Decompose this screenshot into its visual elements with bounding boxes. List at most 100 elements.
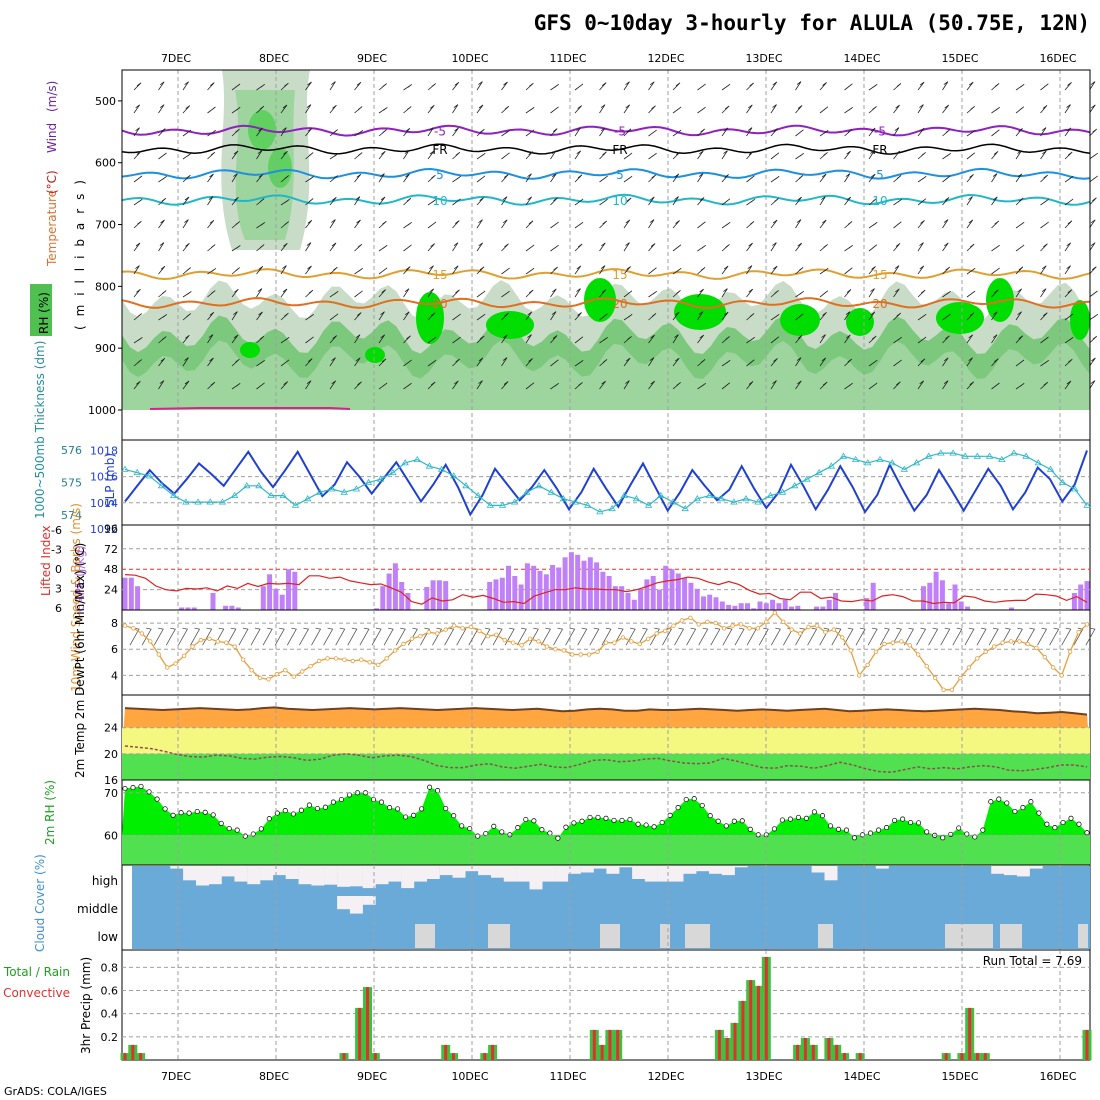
wind10m-marker xyxy=(207,636,212,641)
wind-barb xyxy=(231,288,239,298)
rh2m-marker xyxy=(210,812,216,818)
wind-barb xyxy=(501,129,510,137)
cape-bar xyxy=(191,607,197,610)
precip-tick-label: 0.2 xyxy=(101,1031,119,1044)
precip-bar-convective xyxy=(123,1053,127,1060)
wind-barb xyxy=(452,104,459,114)
pressure-ticks: 500 600 700 800 900 1000 xyxy=(88,95,122,417)
wind-barb xyxy=(207,290,216,298)
wind-barb xyxy=(305,380,312,390)
wind-barb xyxy=(550,197,558,206)
wind-barb xyxy=(182,81,189,91)
wind-barb xyxy=(917,289,926,298)
wind-barb xyxy=(378,196,386,206)
precip-bar-convective xyxy=(600,1044,604,1060)
wind-barb xyxy=(599,359,608,367)
wind-barb xyxy=(476,104,484,114)
rh2m-marker xyxy=(1012,808,1018,815)
thickness-marker xyxy=(121,465,129,472)
cape-bar xyxy=(757,601,763,610)
wind-barb xyxy=(231,106,241,114)
thickness-marker xyxy=(864,459,872,466)
wind-barb xyxy=(917,336,927,344)
wind-barb xyxy=(1015,173,1023,183)
rh2m-marker xyxy=(218,820,224,826)
wind-barb xyxy=(574,336,584,344)
wind-barb xyxy=(378,267,388,275)
wind-barb xyxy=(1089,219,1096,229)
rh2m-marker xyxy=(651,824,657,830)
wind-barb xyxy=(256,173,264,183)
wind-barb xyxy=(158,104,165,114)
wind-barb xyxy=(868,150,875,160)
top-date-label: 13DEC xyxy=(745,52,782,65)
cape-bar xyxy=(833,593,838,610)
wind-barb xyxy=(329,129,338,137)
wind-barb xyxy=(354,381,362,390)
thickness-marker xyxy=(230,491,239,498)
wind10m-marker xyxy=(679,618,685,623)
wind10m-marker xyxy=(1042,654,1047,660)
wind-barb xyxy=(182,357,189,367)
wind-barb xyxy=(1015,266,1024,275)
wind-barb xyxy=(182,219,189,229)
rh2m-area xyxy=(122,783,1090,865)
wind10m-marker xyxy=(139,631,145,636)
cape-bar xyxy=(939,580,945,611)
wind10m-marker xyxy=(932,675,938,681)
wind-barb xyxy=(746,288,754,298)
cape-bar xyxy=(612,586,618,610)
wind-barb xyxy=(868,382,878,390)
wind-barb xyxy=(599,220,607,229)
wind-barb xyxy=(231,358,240,367)
wind-barb xyxy=(574,150,582,160)
wind-barb xyxy=(1064,313,1074,321)
wind-barb xyxy=(427,288,435,298)
cape-bar xyxy=(927,582,933,610)
thickness-marker xyxy=(1034,459,1043,466)
cape-bar xyxy=(235,607,241,610)
wind10m-barb xyxy=(879,627,890,646)
wind10m-barb xyxy=(649,627,660,646)
wind10m-marker xyxy=(291,674,296,679)
top-date-label: 7DEC xyxy=(161,52,191,65)
wind-barb xyxy=(329,313,339,321)
wind10m-marker xyxy=(240,657,246,662)
wind10m-marker xyxy=(527,636,533,641)
wind-barb xyxy=(893,150,901,160)
wind-barb xyxy=(280,127,287,137)
high-cloud-gap xyxy=(632,866,646,879)
cape-bar xyxy=(965,606,970,610)
wind-barb xyxy=(991,358,999,367)
wind-barb xyxy=(770,198,779,206)
bottom-date-label: 10DEC xyxy=(451,1070,488,1083)
cape-bar xyxy=(430,580,436,611)
thickness-marker xyxy=(681,504,689,512)
wind-barb xyxy=(354,357,361,367)
wind10m-marker xyxy=(148,639,153,644)
precip-bar-convective xyxy=(757,985,760,1060)
high-cloud-gap xyxy=(183,866,197,881)
wind-barb xyxy=(476,219,483,229)
wind-label: Wind xyxy=(45,123,59,153)
wind-barb xyxy=(452,81,460,91)
rh2m-marker xyxy=(122,785,128,792)
wind-barb xyxy=(133,127,140,137)
wind-barb xyxy=(746,265,753,275)
wind-barb xyxy=(1040,127,1047,137)
wind10m-marker xyxy=(1000,640,1005,645)
wind-barb xyxy=(795,196,802,206)
rh2m-marker xyxy=(723,823,729,829)
low-cloud-gap xyxy=(1078,924,1088,948)
high-cloud-gap xyxy=(208,866,222,885)
precip-bar-convective xyxy=(444,1044,448,1060)
rh2m-marker xyxy=(242,833,248,839)
wind-barb xyxy=(746,336,755,344)
wind-barb xyxy=(721,311,729,321)
cape-bar xyxy=(399,582,405,610)
cape-bar xyxy=(575,554,581,611)
wind-barb xyxy=(819,267,829,275)
wind10m-barb xyxy=(553,627,564,646)
thickness-marker xyxy=(157,482,166,489)
wind10m-marker xyxy=(384,656,389,661)
